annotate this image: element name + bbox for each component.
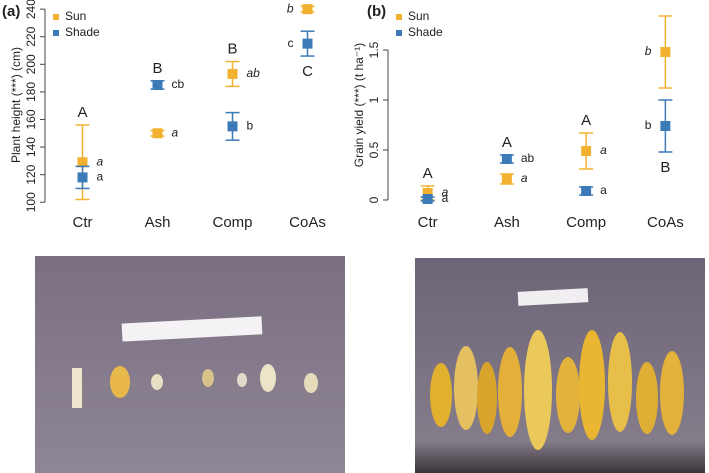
- group-letter: A: [77, 104, 87, 121]
- point: [302, 38, 313, 49]
- point: [660, 121, 671, 131]
- group-letter: A: [581, 112, 591, 129]
- point-letter: b: [645, 118, 652, 132]
- group-letter: B: [152, 60, 162, 77]
- x-tick-label: Ash: [494, 214, 520, 231]
- y-axis-title: Plant height (***) (cm): [9, 47, 23, 163]
- panel-label: (b): [367, 3, 386, 20]
- y-tick-label: 0: [367, 196, 381, 203]
- y-tick-label: 140: [24, 137, 38, 157]
- point-letter: a: [600, 143, 607, 157]
- point-letter: ab: [247, 66, 261, 80]
- y-tick-label: 120: [24, 164, 38, 184]
- point-letter: a: [600, 183, 607, 197]
- x-tick-label: Ash: [145, 214, 171, 231]
- x-tick-label: CoAs: [289, 214, 326, 231]
- group-letter: B: [227, 41, 237, 58]
- x-tick-label: CoAs: [647, 214, 684, 231]
- point-letter: c: [288, 36, 294, 50]
- legend-label: Sun: [65, 9, 86, 23]
- y-tick-label: 160: [24, 109, 38, 129]
- x-tick-label: Comp: [566, 214, 606, 231]
- point-letter: b: [287, 1, 294, 15]
- point-letter: b: [645, 44, 652, 58]
- point: [302, 4, 313, 15]
- point: [422, 194, 433, 204]
- group-letter: A: [502, 134, 512, 151]
- point-letter: a: [442, 191, 449, 205]
- legend-swatch: [396, 14, 402, 20]
- legend-swatch: [53, 30, 59, 36]
- legend-label: Shade: [65, 25, 100, 39]
- legend-swatch: [396, 30, 402, 36]
- point: [501, 174, 512, 184]
- point-letter: a: [521, 171, 528, 185]
- y-tick-label: 200: [24, 54, 38, 74]
- panel-label: (a): [2, 3, 20, 20]
- x-tick-label: Comp: [212, 214, 252, 231]
- y-tick-label: 1: [367, 96, 381, 103]
- point: [660, 47, 671, 57]
- x-tick-label: Ctr: [73, 214, 93, 231]
- point-letter: a: [172, 125, 179, 139]
- photo-left: [35, 256, 345, 473]
- point: [227, 68, 238, 79]
- legend-label: Sun: [408, 9, 429, 23]
- point: [501, 154, 512, 164]
- point-letter: a: [97, 170, 104, 184]
- point: [152, 80, 163, 90]
- point: [227, 121, 238, 132]
- point: [77, 157, 88, 168]
- point-letter: ab: [521, 151, 535, 165]
- group-letter: B: [660, 159, 670, 176]
- y-axis-title: Grain yield (***) (t ha⁻¹): [352, 43, 366, 167]
- legend-swatch: [53, 14, 59, 20]
- photo-right: [415, 258, 705, 473]
- y-tick-label: 0.5: [367, 141, 381, 158]
- point: [422, 188, 433, 198]
- y-tick-label: 1.5: [367, 41, 381, 58]
- legend-label: Shade: [408, 25, 443, 39]
- point: [581, 146, 592, 156]
- y-tick-label: 240: [24, 0, 38, 19]
- point-letter: cb: [172, 77, 185, 91]
- point: [77, 172, 88, 183]
- point: [152, 128, 163, 139]
- y-tick-label: 220: [24, 26, 38, 46]
- x-tick-label: Ctr: [418, 214, 438, 231]
- point-letter: a: [97, 154, 104, 168]
- y-tick-label: 180: [24, 82, 38, 102]
- y-tick-label: 100: [24, 192, 38, 212]
- group-letter: C: [302, 63, 313, 80]
- point: [581, 186, 592, 196]
- group-letter: A: [423, 165, 433, 182]
- point-letter: b: [247, 119, 254, 133]
- point-letter: a: [442, 185, 449, 199]
